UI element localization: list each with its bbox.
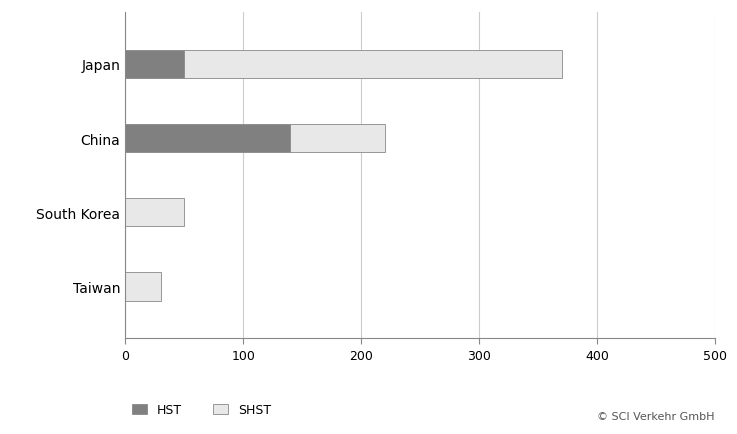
Bar: [125, 273, 161, 301]
Bar: [125, 51, 184, 79]
Bar: [290, 125, 385, 153]
Bar: [125, 199, 184, 227]
Bar: [184, 51, 562, 79]
Text: © SCI Verkehr GmbH: © SCI Verkehr GmbH: [598, 411, 715, 421]
Bar: [125, 125, 290, 153]
Legend: HST, SHST: HST, SHST: [131, 403, 271, 416]
